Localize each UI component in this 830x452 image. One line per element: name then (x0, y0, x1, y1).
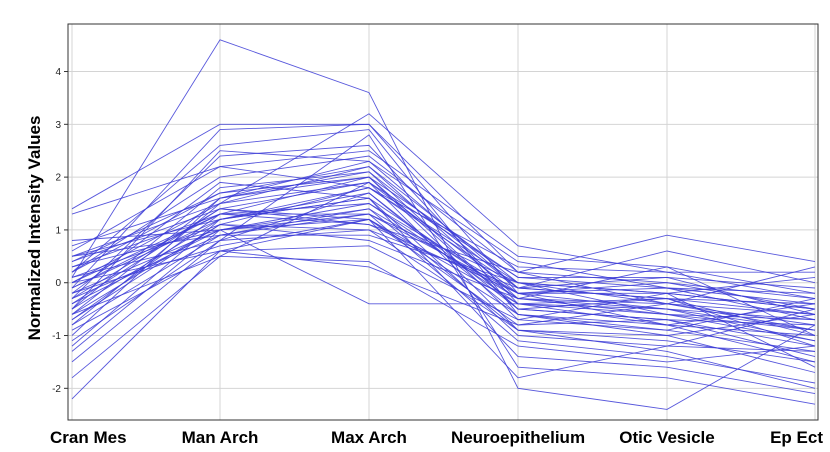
series-line-2 (71, 150, 816, 336)
series-line-22 (71, 155, 816, 300)
series-line-31 (71, 129, 816, 336)
x-category-labels: Cran Mes Man Arch Max Arch Neuroepithelium O… (50, 428, 823, 447)
series-line-33 (71, 250, 816, 326)
x-category-label: Otic Vesicle (619, 428, 714, 447)
series-line-0 (71, 218, 816, 400)
series-line-49 (71, 218, 816, 347)
series-line-32 (71, 255, 816, 363)
series-lines (71, 39, 816, 410)
y-tick-labels: 4 3 2 1 0 -1 -2 (52, 67, 68, 395)
series-line-26 (71, 166, 815, 273)
series-line-14 (71, 187, 816, 326)
plot-border (67, 23, 819, 421)
series-line-40 (71, 208, 816, 336)
x-category-label: Cran Mes (50, 428, 127, 447)
series-line-45 (71, 213, 816, 321)
series-line-48 (71, 187, 816, 315)
y-tick-label: 1 (55, 225, 61, 236)
plot-frame (67, 23, 819, 421)
series-line-30 (71, 144, 816, 331)
x-category-label: Neuroepithelium (451, 428, 585, 447)
series-line-11 (71, 176, 816, 358)
series-line-18 (71, 218, 816, 321)
series-line-25 (71, 234, 816, 294)
grid (68, 24, 818, 420)
series-line-9 (71, 181, 816, 389)
y-tick-label: 4 (55, 67, 61, 78)
y-tick-label: 2 (55, 173, 61, 184)
x-category-label: Ep Ect (770, 428, 823, 447)
series-line-1 (71, 123, 816, 363)
y-tick-label: 3 (55, 120, 61, 131)
series-line-44 (71, 166, 816, 342)
series-line-37 (71, 192, 816, 326)
y-tick-label: -2 (52, 384, 61, 395)
series-line-6 (71, 123, 816, 289)
y-tick-label: 0 (55, 278, 61, 289)
y-axis-title: Normalized Intensity Values (25, 116, 44, 341)
series-line-28 (71, 229, 816, 363)
series-line-34 (71, 181, 816, 395)
x-category-label: Man Arch (182, 428, 259, 447)
series-line-47 (71, 171, 816, 336)
y-tick-label: -1 (52, 331, 61, 342)
series-line-41 (71, 197, 816, 352)
x-category-label: Max Arch (331, 428, 407, 447)
series-line-5 (71, 113, 816, 300)
series-line-27 (71, 245, 816, 352)
